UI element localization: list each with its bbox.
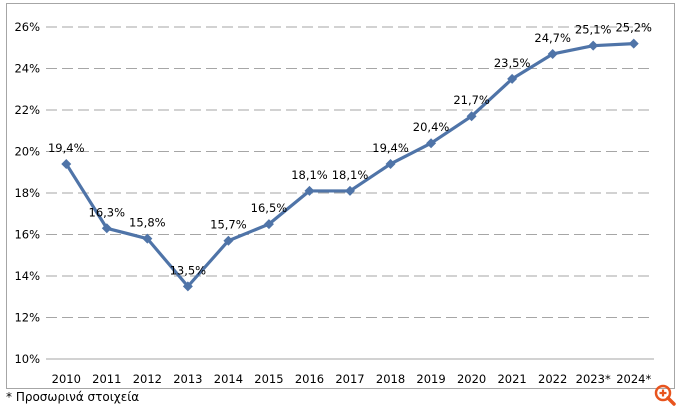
y-tick-label: 24% (14, 62, 40, 76)
data-label: 13,5% (170, 263, 207, 277)
x-tick-label: 2023* (576, 372, 611, 386)
data-point (101, 223, 112, 234)
x-tick-label: 2022 (538, 372, 567, 386)
data-point (426, 138, 437, 149)
x-tick-label: 2020 (457, 372, 486, 386)
data-label: 16,3% (89, 205, 126, 219)
data-point (507, 73, 518, 84)
x-tick-label: 2018 (376, 372, 405, 386)
y-tick-label: 14% (14, 269, 40, 283)
data-point (263, 219, 274, 230)
x-tick-label: 2014 (214, 372, 243, 386)
data-label: 25,1% (575, 23, 612, 37)
data-label: 25,2% (615, 21, 652, 35)
data-point (628, 38, 639, 49)
x-tick-label: 2019 (416, 372, 445, 386)
data-label: 23,5% (494, 56, 531, 70)
footnote: * Προσωρινά στοιχεία (6, 390, 140, 404)
data-label: 21,7% (453, 93, 490, 107)
x-tick-label: 2017 (335, 372, 364, 386)
y-tick-label: 10% (14, 352, 40, 366)
data-label: 24,7% (534, 31, 571, 45)
y-tick-label: 26% (14, 20, 40, 34)
chart-frame (6, 3, 675, 389)
data-label: 15,8% (129, 216, 166, 230)
data-label: 18,1% (332, 168, 369, 182)
data-label: 19,4% (372, 141, 409, 155)
data-point (385, 158, 396, 169)
x-tick-label: 2015 (254, 372, 283, 386)
data-point (61, 158, 72, 169)
data-point (466, 111, 477, 122)
data-label: 20,4% (413, 120, 450, 134)
x-tick-label: 2021 (497, 372, 526, 386)
series-line (64, 42, 634, 288)
data-label: 15,7% (210, 218, 247, 232)
y-tick-label: 20% (14, 145, 40, 159)
data-label: 18,1% (291, 168, 328, 182)
x-tick-label: 2010 (52, 372, 81, 386)
data-label: 19,4% (48, 141, 85, 155)
y-tick-label: 18% (14, 186, 40, 200)
x-tick-label: 2016 (295, 372, 324, 386)
x-tick-label: 2011 (92, 372, 121, 386)
data-point (182, 281, 193, 292)
zoom-in-icon[interactable] (654, 384, 676, 406)
data-point (223, 235, 234, 246)
y-tick-label: 12% (14, 311, 40, 325)
x-tick-label: 2013 (173, 372, 202, 386)
x-tick-label: 2012 (133, 372, 162, 386)
data-label: 16,5% (251, 201, 288, 215)
x-tick-label: 2024* (616, 372, 651, 386)
y-tick-label: 16% (14, 228, 40, 242)
y-tick-label: 22% (14, 103, 40, 117)
data-point (304, 185, 315, 196)
data-point (345, 185, 355, 196)
data-point (588, 40, 599, 51)
data-point (142, 233, 153, 244)
data-point (547, 48, 558, 59)
